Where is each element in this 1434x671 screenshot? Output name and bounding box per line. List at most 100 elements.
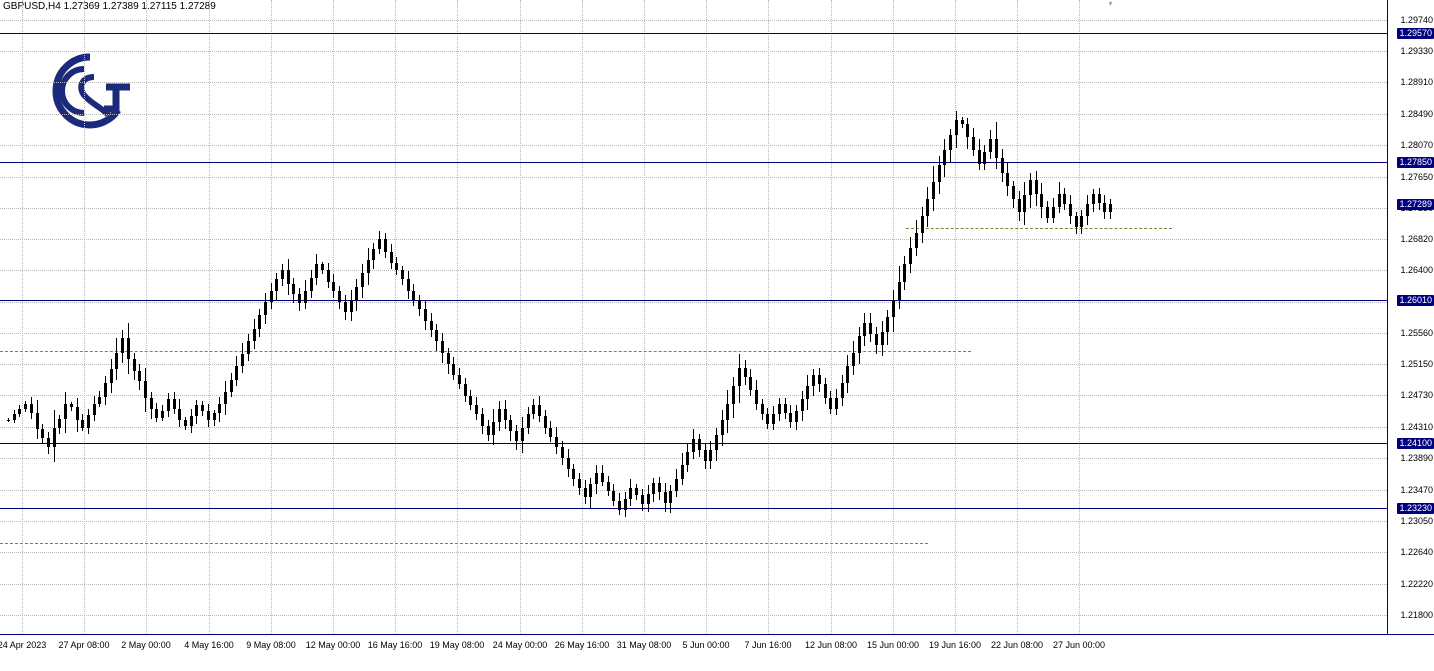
price-level-tag[interactable]: 1.24100: [1397, 437, 1434, 449]
candle-body: [481, 414, 484, 427]
y-gridline: [0, 521, 1387, 523]
candle-body: [544, 416, 547, 428]
price-level-line[interactable]: [0, 161, 1387, 163]
candle-body: [898, 281, 901, 301]
y-tick-label: 1.22220: [1400, 578, 1433, 589]
candle-body: [538, 405, 541, 417]
candle-body: [338, 291, 341, 302]
candle-body: [584, 487, 587, 497]
candle-body: [247, 341, 250, 355]
price-level-line[interactable]: [0, 507, 1387, 509]
y-gridline: [0, 82, 1387, 84]
price-level-line[interactable]: [0, 32, 1387, 34]
price-level-tag[interactable]: 1.29570: [1397, 27, 1434, 39]
chart-scrollbar[interactable]: ▾: [0, 0, 1434, 8]
candle-body: [332, 281, 335, 292]
candle-body: [133, 358, 136, 371]
candle-body: [909, 247, 912, 265]
candle-body: [98, 396, 101, 404]
price-axis[interactable]: 1.29740 1.29330 1.28910 1.28490 1.28070 1.276…: [1387, 0, 1434, 634]
y-tick-label: 1.24730: [1400, 390, 1433, 401]
resistance-dashed-upper[interactable]: [906, 228, 1172, 230]
candle-body: [87, 414, 90, 428]
y-gridline: [0, 552, 1387, 554]
candle-body: [1103, 202, 1106, 212]
candle-body: [281, 270, 284, 280]
candle-body: [475, 405, 478, 415]
y-gridline: [0, 333, 1387, 335]
time-axis[interactable]: 24 Apr 2023 27 Apr 08:00 2 May 00:00 4 May …: [0, 634, 1434, 671]
candle-body: [932, 181, 935, 200]
candle-body: [601, 472, 604, 482]
price-level-tag[interactable]: 1.26010: [1397, 294, 1434, 306]
y-tick-label: 1.22640: [1400, 547, 1433, 558]
price-level-tag[interactable]: 1.23230: [1397, 502, 1434, 514]
candle-body: [521, 427, 524, 442]
x-gridline: [582, 0, 583, 634]
candle-body: [498, 408, 501, 422]
x-gridline: [1079, 0, 1080, 634]
candle-body: [1012, 186, 1015, 200]
candle-body: [624, 498, 627, 511]
x-gridline: [955, 0, 956, 634]
candle-body: [321, 264, 324, 271]
x-tick-label: 5 Jun 00:00: [682, 640, 730, 650]
candle-body: [41, 429, 44, 439]
support-dashed-mid[interactable]: [0, 351, 971, 353]
candle-body: [652, 483, 655, 494]
chart-plot-area[interactable]: [0, 0, 1387, 634]
price-level-tag[interactable]: 1.27850: [1397, 156, 1434, 168]
y-gridline: [0, 426, 1387, 428]
candle-body: [686, 451, 689, 466]
candle-body: [972, 136, 975, 151]
y-tick-label: 1.28490: [1400, 108, 1433, 119]
candle-body: [658, 483, 661, 493]
current-price-tag[interactable]: 1.27289: [1397, 198, 1434, 210]
candle-body: [881, 331, 884, 346]
candle-body: [167, 399, 170, 412]
candle-body: [144, 381, 147, 398]
candle-body: [24, 403, 27, 409]
y-gridline: [0, 270, 1387, 272]
candle-body: [755, 390, 758, 404]
candle-body: [709, 450, 712, 462]
y-gridline: [0, 395, 1387, 397]
candle-body: [270, 291, 273, 302]
x-tick-label: 27 Jun 00:00: [1052, 640, 1106, 650]
candle-body: [58, 419, 61, 428]
y-gridline: [0, 238, 1387, 240]
candle-body: [635, 487, 638, 496]
y-tick-label: 1.25560: [1400, 328, 1433, 339]
candle-body: [738, 367, 741, 387]
chevron-down-icon[interactable]: ▾: [1108, 0, 1113, 8]
candle-body: [1023, 195, 1026, 212]
candle-body: [121, 338, 124, 353]
y-tick-label: 1.25150: [1400, 358, 1433, 369]
candle-body: [949, 135, 952, 151]
candle-body: [150, 397, 153, 409]
support-dashed-lower[interactable]: [0, 543, 928, 545]
x-tick-label: 24 Apr 2023: [0, 640, 47, 650]
candle-body: [161, 411, 164, 418]
x-gridline: [395, 0, 396, 634]
candle-body: [173, 399, 176, 409]
candle-body: [304, 291, 307, 304]
candle-body: [253, 328, 256, 342]
candle-body: [395, 262, 398, 271]
y-gridline: [0, 489, 1387, 491]
candle-body: [7, 420, 10, 422]
candle-body: [492, 421, 495, 436]
candle-body: [190, 416, 193, 427]
candle-body: [127, 338, 130, 359]
x-tick-label: 4 May 16:00: [184, 640, 234, 650]
candle-body: [612, 491, 615, 502]
candle-body: [435, 330, 438, 342]
y-tick-label: 1.26820: [1400, 233, 1433, 244]
candle-body: [863, 322, 866, 337]
candle-body: [201, 405, 204, 412]
candle-body: [806, 386, 809, 400]
candle-body: [115, 352, 118, 370]
price-level-line[interactable]: [0, 299, 1387, 301]
y-gridline: [0, 145, 1387, 147]
candle-body: [578, 478, 581, 488]
